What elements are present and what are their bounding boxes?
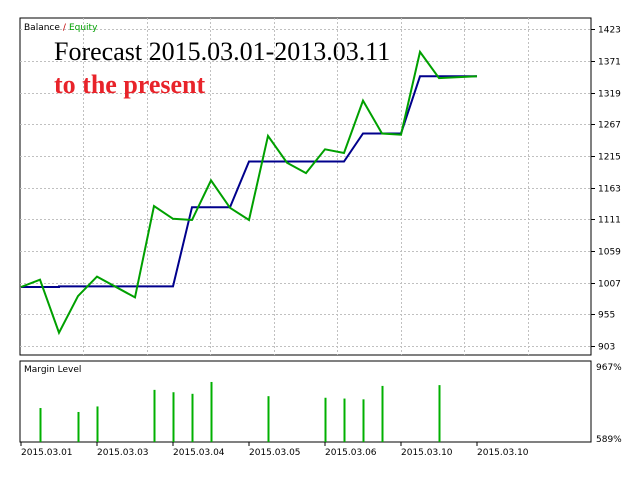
legend-balance: Balance xyxy=(24,23,60,33)
margin-panel-frame xyxy=(19,360,592,443)
legend: Balance / Equity xyxy=(24,23,98,33)
y-tick-label: 1215 xyxy=(598,153,621,163)
x-tick-label: 2015.03.01 xyxy=(21,448,73,458)
grid-lines xyxy=(20,18,591,355)
y-tick-label: 1371 xyxy=(598,58,621,68)
main-panel-frame xyxy=(19,17,592,356)
y-tick-label: 903 xyxy=(598,343,615,353)
y-tick-label: 1423 xyxy=(598,26,621,36)
margin-level-bottom-label: 589% xyxy=(596,435,622,445)
x-axis-ticks: 2015.03.01 2015.03.03 2015.03.04 2015.03.05… xyxy=(20,442,529,458)
annotation-subtitle: to the present xyxy=(54,70,206,99)
y-tick-label: 1267 xyxy=(598,121,621,131)
series-lines xyxy=(20,49,478,336)
y-tick-label: 1319 xyxy=(598,90,621,100)
legend-equity: Equity xyxy=(69,23,98,33)
equity-line xyxy=(20,49,478,336)
x-tick-label: 2015.03.10 xyxy=(477,448,529,458)
y-axis-ticks: 1423 1371 1319 1267 1215 1163 1111 1059 1007 955 9… xyxy=(591,26,621,353)
x-tick-label: 2015.03.10 xyxy=(401,448,453,458)
y-tick-label: 1059 xyxy=(598,248,621,258)
margin-bars xyxy=(39,381,441,442)
x-tick-label: 2015.03.06 xyxy=(325,448,377,458)
margin-panel-title: Margin Level xyxy=(24,365,81,375)
x-tick-label: 2015.03.05 xyxy=(249,448,301,458)
x-tick-label: 2015.03.04 xyxy=(173,448,225,458)
annotation-title: Forecast 2015.03.01-2013.03.11 xyxy=(54,37,391,66)
y-tick-label: 1163 xyxy=(598,185,621,195)
legend-separator: / xyxy=(63,23,67,33)
y-tick-label: 955 xyxy=(598,311,615,321)
margin-level-top-label: 967% xyxy=(596,363,622,373)
y-tick-label: 1007 xyxy=(598,280,621,290)
y-tick-label: 1111 xyxy=(598,216,621,226)
x-tick-label: 2015.03.03 xyxy=(97,448,149,458)
balance-line xyxy=(21,75,477,288)
